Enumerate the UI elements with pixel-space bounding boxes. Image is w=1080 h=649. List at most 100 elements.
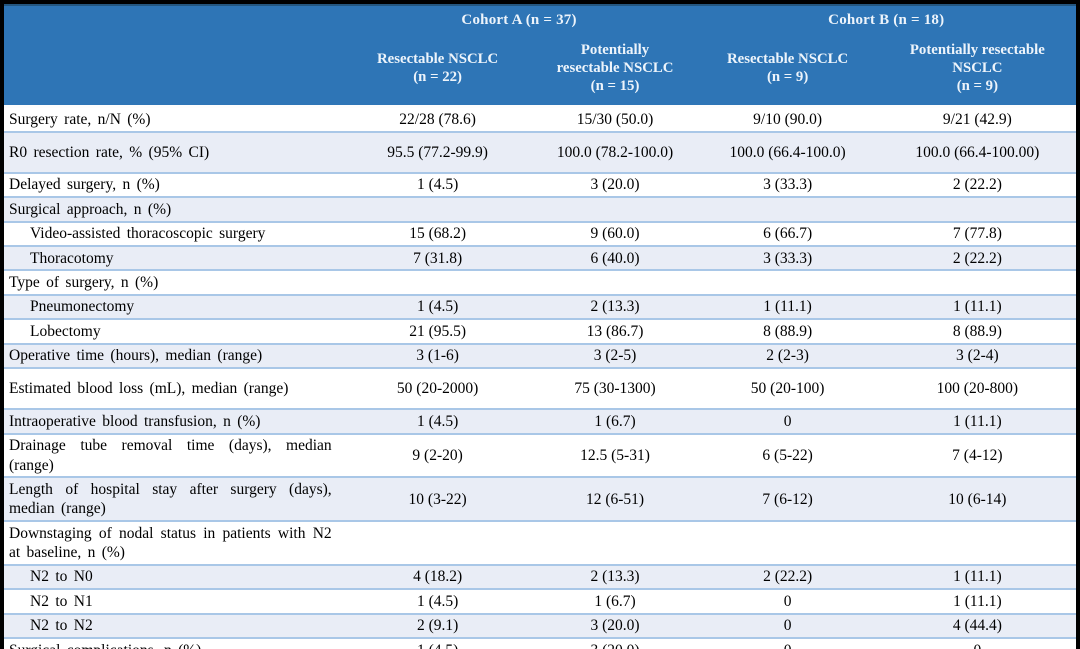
cell-value: 1 (11.1) bbox=[953, 592, 1002, 610]
cell-value: 1 (4.5) bbox=[342, 638, 534, 649]
row-label: Operative time (hours), median (range) bbox=[9, 347, 263, 365]
cell-value: 3 (20.0) bbox=[590, 176, 640, 194]
col-header-resectable-b: Resectable NSCLC (n = 9) bbox=[696, 35, 879, 109]
table-row: Estimated blood loss (mL), median (range… bbox=[4, 367, 1076, 410]
cell-value: 21 (95.5) bbox=[409, 322, 467, 340]
table-row: Lobectomy 21 (95.5) 13 (86.7) 8 (88.9) 8 (88… bbox=[4, 319, 1076, 344]
cell-value: 3 (1-6) bbox=[416, 347, 459, 365]
table-header: Cohort A (n = 37) Cohort B (n = 18) Rese… bbox=[4, 4, 1076, 109]
section-label: Surgical approach, n (%) bbox=[9, 200, 172, 218]
row-label: Intraoperative blood transfusion, n (%) bbox=[9, 412, 261, 430]
corner-cell bbox=[4, 35, 342, 109]
row-label: N2 to N1 bbox=[30, 592, 93, 610]
cell-value: 1 (6.7) bbox=[594, 592, 636, 610]
cell-value: 2 (2-3) bbox=[766, 347, 809, 365]
cell-value bbox=[879, 197, 1076, 221]
table-row: Downstaging of nodal status in patients … bbox=[4, 521, 1076, 565]
cell-value: 8 (88.9) bbox=[952, 322, 1002, 340]
cell-value: 12 (6-51) bbox=[585, 490, 645, 508]
cell-value: 2 (9.1) bbox=[416, 617, 459, 635]
cell-value: 1 (11.1) bbox=[953, 412, 1002, 430]
corner-cell bbox=[4, 4, 342, 35]
section-label: Type of surgery, n (%) bbox=[9, 273, 159, 291]
cell-value: 0 bbox=[783, 617, 792, 635]
cell-value bbox=[534, 270, 697, 294]
cell-value: 95.5 (77.2-99.9) bbox=[387, 143, 488, 161]
row-label: Drainage tube removal time (days), media… bbox=[9, 437, 332, 474]
table-row: N2 to N1 1 (4.5) 1 (6.7) 0 1 (11.1) bbox=[4, 589, 1076, 614]
cell-value: 6 (40.0) bbox=[590, 249, 640, 267]
cell-value: 6 (66.7) bbox=[763, 225, 813, 243]
cell-value: 2 (22.2) bbox=[763, 568, 813, 586]
table-row: Pneumonectomy 1 (4.5) 2 (13.3) 1 (11.1) 1 (1… bbox=[4, 294, 1076, 320]
cell-value: 22/28 (78.6) bbox=[399, 110, 476, 128]
cell-value: 100.0 (66.4-100.00) bbox=[915, 143, 1040, 161]
cell-value: 3 (33.3) bbox=[763, 249, 813, 267]
table-row: Intraoperative blood transfusion, n (%) 1… bbox=[4, 409, 1076, 434]
table-row: Thoracotomy 7 (31.8) 6 (40.0) 3 (33.3) 2 (22… bbox=[4, 246, 1076, 271]
cell-value: 1 (11.1) bbox=[953, 298, 1002, 316]
cell-value bbox=[342, 197, 534, 221]
cohort-b-header: Cohort B (n = 18) bbox=[696, 4, 1076, 35]
row-label: Delayed surgery, n (%) bbox=[9, 176, 160, 194]
table-row: Operative time (hours), median (range) 3 … bbox=[4, 343, 1076, 368]
column-header-row: Resectable NSCLC (n = 22) Potentially re… bbox=[4, 35, 1076, 109]
row-label: Length of hospital stay after surgery (d… bbox=[9, 480, 332, 518]
cell-value: 1 (4.5) bbox=[416, 298, 459, 316]
cell-value: 2 (22.2) bbox=[952, 249, 1002, 267]
cell-value: 100 (20-800) bbox=[936, 379, 1019, 397]
table-row: R0 resection rate, % (95% CI) 95.5 (77.2-… bbox=[4, 131, 1076, 173]
table-row: Type of surgery, n (%) bbox=[4, 270, 1076, 295]
row-label: Surgical complications, n (%) bbox=[4, 638, 342, 649]
table-row: Surgical complications, n (%)1 (4.5)3 (2… bbox=[4, 638, 1076, 649]
table-row: N2 to N2 2 (9.1) 3 (20.0) 0 4 (44.4) bbox=[4, 613, 1076, 639]
row-label: Lobectomy bbox=[30, 322, 101, 340]
table-row: Video-assisted thoracoscopic surgery 15 (… bbox=[4, 221, 1076, 247]
row-label: Estimated blood loss (mL), median (range… bbox=[9, 379, 289, 397]
cell-value bbox=[342, 270, 534, 294]
cell-value: 1 (11.1) bbox=[763, 298, 812, 316]
cell-value: 1 (6.7) bbox=[594, 412, 636, 430]
table-row: Length of hospital stay after surgery (d… bbox=[4, 477, 1076, 522]
cell-value: 4 (18.2) bbox=[413, 568, 463, 586]
cell-value: 10 (6-14) bbox=[948, 490, 1007, 508]
cell-value: 0 bbox=[879, 638, 1076, 649]
cell-value: 13 (86.7) bbox=[586, 322, 644, 340]
table-row: Drainage tube removal time (days), media… bbox=[4, 433, 1076, 478]
cohort-a-header: Cohort A (n = 37) bbox=[341, 4, 697, 35]
cell-value: 7 (77.8) bbox=[952, 225, 1002, 243]
cell-value bbox=[534, 197, 697, 221]
cell-value: 12.5 (5-31) bbox=[580, 446, 650, 464]
cell-value: 9 (2-20) bbox=[412, 446, 463, 464]
cell-value: 100.0 (66.4-100.0) bbox=[729, 143, 846, 161]
surgery-outcomes-table: Cohort A (n = 37) Cohort B (n = 18) Rese… bbox=[4, 4, 1076, 649]
row-label: N2 to N0 bbox=[30, 568, 93, 586]
cell-value: 7 (31.8) bbox=[413, 249, 463, 267]
cell-value bbox=[879, 270, 1076, 294]
cell-value: 50 (20-2000) bbox=[396, 379, 479, 397]
cell-value: 7 (4-12) bbox=[952, 446, 1003, 464]
section-label: Downstaging of nodal status in patients … bbox=[9, 524, 332, 562]
cell-value: 1 (11.1) bbox=[953, 568, 1002, 586]
cell-value: 7 (6-12) bbox=[762, 490, 813, 508]
cell-value: 75 (30-1300) bbox=[574, 379, 656, 397]
cell-value bbox=[534, 521, 697, 565]
cell-value: 3 (20.0) bbox=[534, 638, 697, 649]
cell-value: 3 (20.0) bbox=[590, 617, 640, 635]
cell-value: 0 bbox=[783, 412, 792, 430]
row-label: Video-assisted thoracoscopic surgery bbox=[30, 225, 266, 243]
cell-value: 9/10 (90.0) bbox=[753, 110, 823, 128]
cell-value: 0 bbox=[696, 638, 878, 649]
cell-value bbox=[879, 521, 1076, 565]
cell-value: 15/30 (50.0) bbox=[576, 110, 654, 128]
cell-value: 1 (4.5) bbox=[416, 412, 459, 430]
cell-value: 3 (2-4) bbox=[956, 347, 999, 365]
cell-value: 2 (13.3) bbox=[590, 568, 640, 586]
cell-value bbox=[696, 197, 878, 221]
cell-value: 15 (68.2) bbox=[409, 225, 467, 243]
cell-value: 2 (13.3) bbox=[590, 298, 640, 316]
cell-value: 1 (4.5) bbox=[416, 592, 459, 610]
cohort-header-row: Cohort A (n = 37) Cohort B (n = 18) bbox=[4, 4, 1076, 35]
cell-value bbox=[696, 270, 878, 294]
